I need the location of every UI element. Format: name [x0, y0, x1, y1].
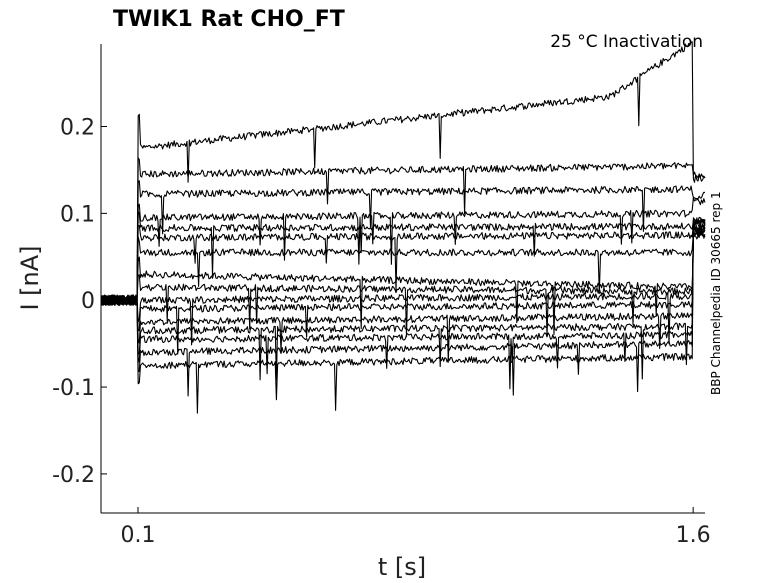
- current-trace: [100, 222, 706, 306]
- chart-subtitle: 25 °C Inactivation: [550, 32, 703, 52]
- y-tick-label: -0.1: [52, 376, 95, 401]
- current-trace: [100, 228, 706, 346]
- x-tick-label: 1.6: [676, 523, 711, 548]
- current-trace: [100, 180, 706, 306]
- current-trace: [100, 230, 706, 335]
- current-trace: [100, 222, 706, 381]
- current-trace: [100, 226, 706, 355]
- y-tick-label: -0.2: [52, 463, 95, 488]
- current-trace: [100, 231, 706, 338]
- traces: [100, 41, 706, 414]
- y-tick-label: 0: [81, 289, 95, 314]
- current-trace: [100, 41, 706, 305]
- x-tick-label: 0.1: [121, 523, 156, 548]
- x-ticks: 0.1 1.6: [121, 507, 711, 548]
- y-ticks: -0.2 -0.1 0 0.1 0.2: [52, 116, 107, 488]
- y-tick-label: 0.2: [60, 116, 95, 141]
- chart-title: TWIK1 Rat CHO_FT: [113, 7, 345, 32]
- side-label: BBP Channelpedia ID 30665 rep 1: [709, 191, 723, 395]
- y-tick-label: 0.1: [60, 202, 95, 227]
- current-trace: [100, 219, 706, 390]
- current-trace: [100, 210, 706, 306]
- current-trace: [100, 216, 706, 414]
- current-trace: [100, 217, 706, 397]
- current-trace: [100, 224, 706, 363]
- x-axis-label: t [s]: [378, 553, 426, 581]
- current-trace: [100, 157, 706, 306]
- y-axis-label: I [nA]: [16, 245, 44, 310]
- current-trace: [100, 226, 706, 306]
- current-trace: [100, 196, 706, 306]
